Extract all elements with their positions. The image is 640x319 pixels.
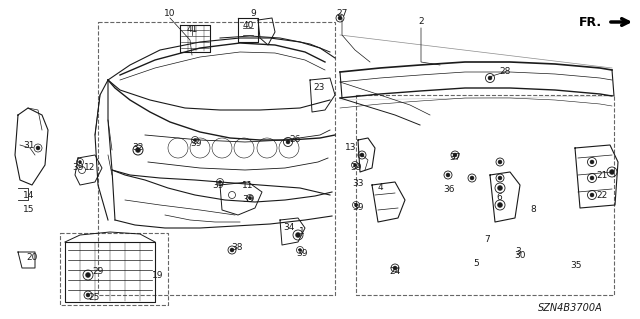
Circle shape: [446, 173, 450, 177]
Circle shape: [230, 248, 234, 252]
Text: 36: 36: [444, 186, 455, 195]
Bar: [356, 95, 614, 295]
Circle shape: [36, 146, 40, 150]
Text: 34: 34: [284, 222, 294, 232]
Text: 27: 27: [336, 10, 348, 19]
Circle shape: [286, 140, 290, 144]
Text: 7: 7: [484, 235, 490, 244]
Text: 39: 39: [243, 196, 253, 204]
Text: 19: 19: [152, 271, 164, 280]
Circle shape: [488, 76, 492, 80]
Text: 32: 32: [132, 144, 144, 152]
Text: 13: 13: [345, 144, 356, 152]
Text: FR.: FR.: [579, 16, 602, 28]
Text: 10: 10: [164, 10, 176, 19]
Text: 26: 26: [289, 135, 301, 144]
Circle shape: [193, 138, 196, 142]
Circle shape: [218, 181, 221, 183]
Circle shape: [498, 160, 502, 164]
Circle shape: [86, 272, 90, 278]
Text: 14: 14: [23, 191, 35, 201]
Circle shape: [470, 176, 474, 180]
Circle shape: [590, 176, 594, 180]
Text: 4: 4: [377, 183, 383, 192]
Text: 6: 6: [496, 194, 502, 203]
Text: 29: 29: [92, 266, 104, 276]
Circle shape: [79, 160, 81, 164]
Circle shape: [136, 147, 141, 152]
Text: 28: 28: [499, 66, 511, 76]
Bar: [98, 22, 335, 295]
Text: 22: 22: [596, 190, 607, 199]
Text: 37: 37: [449, 153, 461, 162]
Text: 38: 38: [231, 242, 243, 251]
Text: 30: 30: [515, 250, 525, 259]
Circle shape: [298, 249, 301, 251]
Circle shape: [355, 204, 358, 206]
Circle shape: [338, 16, 342, 20]
Text: 39: 39: [190, 138, 202, 147]
Bar: [60, 233, 168, 305]
Circle shape: [360, 153, 364, 157]
Text: 39: 39: [296, 249, 308, 257]
Circle shape: [497, 186, 502, 190]
Circle shape: [609, 169, 614, 174]
Text: 8: 8: [530, 205, 536, 214]
Text: 41: 41: [186, 26, 198, 34]
Circle shape: [498, 176, 502, 180]
Text: 23: 23: [314, 84, 324, 93]
Text: 25: 25: [88, 293, 100, 301]
Text: SZN4B3700A: SZN4B3700A: [538, 303, 602, 313]
Text: 35: 35: [570, 262, 582, 271]
Circle shape: [497, 203, 502, 207]
Text: 39: 39: [212, 181, 224, 189]
Text: 15: 15: [23, 204, 35, 213]
Text: 1: 1: [299, 227, 305, 236]
Text: 12: 12: [84, 164, 96, 173]
Text: 31: 31: [23, 140, 35, 150]
Text: 24: 24: [389, 268, 401, 277]
Text: 9: 9: [250, 10, 256, 19]
Text: 39: 39: [350, 164, 362, 173]
Circle shape: [86, 293, 90, 297]
Circle shape: [248, 197, 252, 199]
Text: 33: 33: [352, 179, 364, 188]
Circle shape: [353, 164, 356, 167]
Circle shape: [453, 153, 457, 157]
Text: 3: 3: [515, 248, 521, 256]
Circle shape: [393, 266, 397, 270]
Text: 2: 2: [418, 18, 424, 26]
Text: 39: 39: [72, 164, 84, 173]
Text: 39: 39: [352, 204, 364, 212]
Circle shape: [296, 233, 301, 238]
Circle shape: [590, 160, 594, 164]
Text: 40: 40: [243, 20, 253, 29]
Text: 11: 11: [243, 181, 253, 189]
Text: 5: 5: [473, 259, 479, 269]
Text: 20: 20: [26, 254, 38, 263]
Circle shape: [590, 193, 594, 197]
Text: 21: 21: [596, 170, 608, 180]
